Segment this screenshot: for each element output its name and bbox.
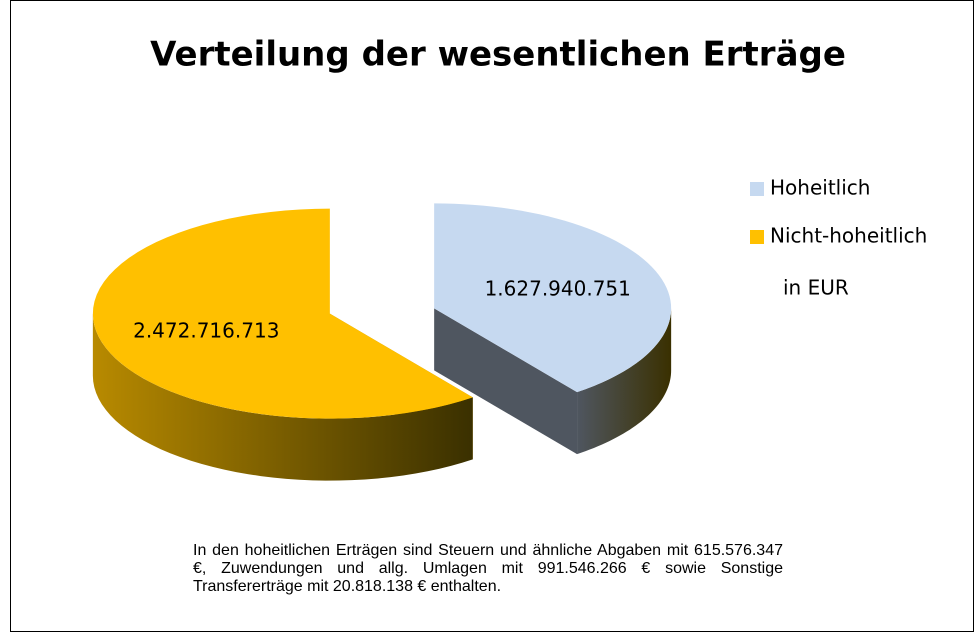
slice-top — [434, 203, 672, 393]
pie-slice — [92, 208, 473, 481]
slice-side — [577, 308, 672, 455]
legend-swatch — [750, 230, 764, 244]
slice-cut-face — [434, 308, 578, 455]
data-label: 2.472.716.713 — [133, 318, 279, 342]
legend-label: Nicht-hoheitlich — [770, 224, 927, 248]
data-label: 1.627.940.751 — [485, 277, 631, 301]
legend-swatch — [750, 182, 764, 196]
chart-title: Verteilung der wesentlichen Erträge — [150, 35, 846, 75]
caption: In den hoheitlichen Erträgen sind Steuer… — [193, 542, 783, 595]
pie-slice — [434, 203, 672, 455]
slice-top — [92, 208, 473, 419]
unit-label: in EUR — [783, 276, 849, 300]
slice-side — [92, 313, 473, 481]
legend-label: Hoheitlich — [770, 176, 870, 200]
